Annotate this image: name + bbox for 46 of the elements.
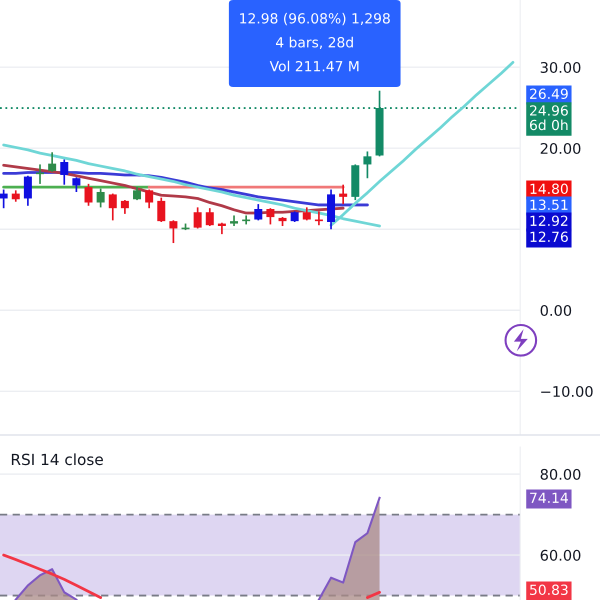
candlestick [339,184,348,204]
candlestick [24,176,32,206]
candlestick [363,151,372,178]
candlestick [120,200,129,214]
candlestick [218,222,226,234]
y-tick-label: −10.00 [541,386,593,398]
y-tick-label: 20.00 [540,142,580,154]
candlestick [242,215,250,224]
candlestick [0,190,8,208]
text: 12.92 [530,216,568,226]
candlestick [48,152,56,172]
candlestick [266,208,274,224]
annotation: 12.98 (96.08%) 1,298 [240,12,390,26]
y-tick-label: 30.00 [540,62,580,73]
y-tick-label: 60.00 [540,550,580,561]
candlestick [302,207,311,220]
candlestick [72,177,80,192]
candlestick [182,224,190,230]
candlestick [96,188,105,208]
candlestick [169,220,178,244]
text: 12.76 [530,232,568,242]
text: 26.49 [530,88,568,100]
candlestick [157,198,166,222]
text: 74.14 [530,492,568,503]
text: 13.51 [530,200,568,210]
annotation: Vol 211.47 M [270,60,358,72]
chart-title: RSI 14 close [12,453,103,466]
candlestick [108,194,117,220]
candlestick [12,190,20,202]
candlestick [60,160,68,185]
y-tick-label: 0.00 [540,304,572,316]
candlestick [133,187,142,200]
text: 14.80 [530,184,568,194]
candlestick [84,184,93,206]
candlestick [254,204,262,220]
candlestick [145,190,154,208]
text: 24.96 6d 0h [530,105,568,130]
candlestick [230,215,238,226]
y-tick-label: 80.00 [540,468,580,480]
candlestick [206,208,214,226]
text: 50.83 [530,584,568,596]
candlestick [314,211,323,226]
candlestick [36,164,44,184]
annotation: 4 bars, 28d [276,36,353,49]
candlestick [194,207,202,228]
candlestick [278,217,287,226]
